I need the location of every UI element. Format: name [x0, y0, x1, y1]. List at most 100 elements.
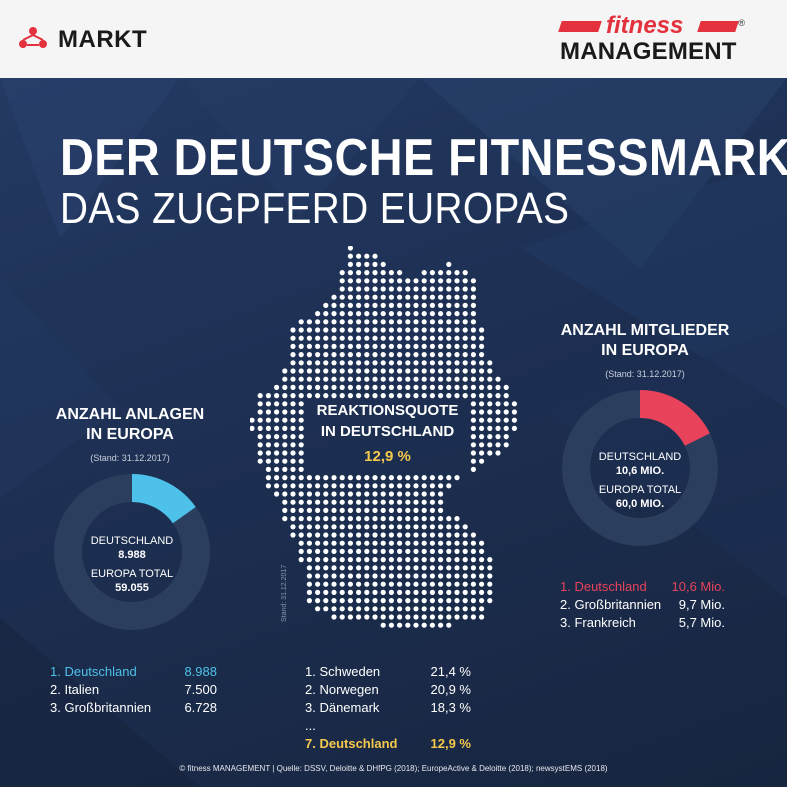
map-dot — [470, 286, 476, 292]
map-dot — [298, 425, 304, 431]
map-dot — [282, 368, 288, 374]
map-dot — [323, 311, 329, 317]
map-dot — [405, 614, 411, 620]
map-dot — [331, 606, 337, 612]
map-dot — [413, 622, 419, 628]
map-dot — [315, 516, 321, 522]
map-dot — [364, 548, 370, 554]
map-dot — [339, 606, 345, 612]
logo-management-text: MANAGEMENT — [560, 38, 737, 65]
map-dot — [487, 368, 493, 374]
map-dot — [421, 557, 427, 563]
anlagen-stand: (Stand: 31.12.2017) — [90, 453, 170, 463]
ranking-value: 9,7 Mio. — [678, 597, 725, 612]
map-dot — [397, 499, 403, 505]
anlagen-donut-segment — [54, 474, 210, 630]
map-dot — [470, 401, 476, 407]
map-dot — [380, 335, 386, 341]
people-network-icon — [19, 27, 47, 48]
map-dot — [380, 507, 386, 513]
map-dot — [479, 598, 485, 604]
map-dot — [397, 573, 403, 579]
map-dot — [347, 261, 353, 267]
map-dot — [339, 335, 345, 341]
map-dot — [339, 581, 345, 587]
map-dot — [438, 327, 444, 333]
map-dot — [405, 302, 411, 308]
map-dot — [462, 352, 468, 358]
map-dot — [298, 368, 304, 374]
map-dot — [479, 409, 485, 415]
map-dot — [347, 311, 353, 317]
map-dot — [372, 565, 378, 571]
map-dot — [315, 343, 321, 349]
map-dot — [347, 335, 353, 341]
map-dot — [331, 335, 337, 341]
map-dot — [347, 368, 353, 374]
map-dot — [429, 311, 435, 317]
map-dot — [470, 450, 476, 456]
map-dot — [413, 581, 419, 587]
map-dot — [438, 614, 444, 620]
map-dot — [429, 319, 435, 325]
map-dot — [388, 507, 394, 513]
map-dot — [421, 589, 427, 595]
map-dot — [454, 327, 460, 333]
map-dot — [454, 589, 460, 595]
map-dot — [339, 565, 345, 571]
map-dot — [364, 278, 370, 284]
map-dot — [470, 532, 476, 538]
map-dot — [388, 319, 394, 325]
map-dot — [487, 589, 493, 595]
map-dot — [388, 565, 394, 571]
map-dot — [454, 540, 460, 546]
map-dot — [356, 540, 362, 546]
map-dot — [347, 352, 353, 358]
map-dot — [315, 319, 321, 325]
map-dot — [421, 327, 427, 333]
map-dot — [331, 360, 337, 366]
map-dot — [315, 606, 321, 612]
map-dot — [298, 458, 304, 464]
map-dot — [380, 319, 386, 325]
map-dot — [413, 557, 419, 563]
map-dot — [454, 548, 460, 554]
map-dot — [290, 393, 296, 399]
map-dot — [388, 270, 394, 276]
map-dot — [479, 368, 485, 374]
anlagen-heading-line1: ANZAHL ANLAGEN — [55, 406, 205, 423]
map-dot — [290, 409, 296, 415]
map-dot — [413, 598, 419, 604]
map-dot — [479, 540, 485, 546]
main-title: DER DEUTSCHE FITNESSMARKT — [60, 129, 787, 187]
map-dot — [323, 327, 329, 333]
map-dot — [315, 581, 321, 587]
map-dot — [347, 606, 353, 612]
map-dot — [438, 352, 444, 358]
map-dot — [306, 393, 312, 399]
map-dot — [405, 548, 411, 554]
map-dot — [380, 261, 386, 267]
map-dot — [339, 532, 345, 538]
map-dot — [306, 524, 312, 530]
map-dot — [306, 598, 312, 604]
map-dot — [438, 286, 444, 292]
map-dot — [421, 319, 427, 325]
fitness-management-logo: fitness ® MANAGEMENT — [558, 12, 745, 66]
map-dot — [356, 565, 362, 571]
map-dot — [380, 286, 386, 292]
map-dot — [380, 376, 386, 382]
map-dot — [421, 516, 427, 522]
map-dot — [438, 483, 444, 489]
map-dot — [364, 573, 370, 579]
map-dot — [413, 294, 419, 300]
map-dot — [315, 524, 321, 530]
map-dot — [257, 393, 263, 399]
map-dot — [372, 376, 378, 382]
map-dot — [388, 598, 394, 604]
map-dot — [282, 483, 288, 489]
map-dot — [298, 466, 304, 472]
map-dot — [347, 483, 353, 489]
map-dot — [462, 335, 468, 341]
map-dot — [298, 360, 304, 366]
